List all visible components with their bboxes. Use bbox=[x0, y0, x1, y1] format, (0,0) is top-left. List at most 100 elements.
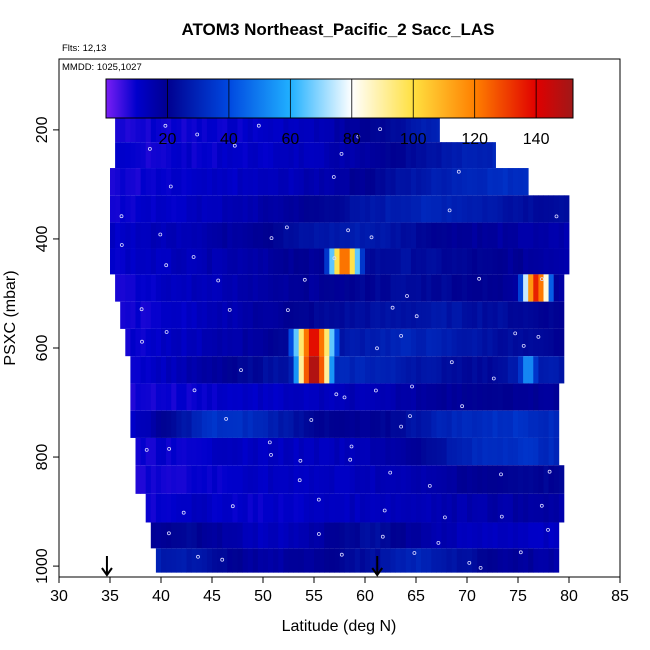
heatmap-cell bbox=[263, 274, 269, 302]
plot-frame bbox=[58, 58, 621, 578]
heatmap-cell bbox=[548, 356, 555, 384]
heatmap-cell bbox=[461, 328, 468, 357]
heatmap-cell bbox=[446, 465, 453, 494]
heatmap-cell bbox=[222, 410, 228, 438]
heatmap-cell bbox=[365, 548, 371, 573]
heatmap-cell bbox=[201, 493, 208, 523]
heatmap-cell bbox=[298, 222, 305, 249]
heatmap-cell bbox=[472, 195, 478, 223]
heatmap-cell bbox=[155, 356, 162, 384]
heatmap-cell bbox=[171, 410, 177, 438]
heatmap-cell bbox=[150, 195, 157, 223]
heatmap-cell bbox=[140, 222, 147, 249]
heatmap-cell bbox=[405, 437, 412, 466]
heatmap-cell bbox=[395, 168, 402, 196]
sample-marker bbox=[388, 470, 393, 475]
heatmap-cell bbox=[370, 548, 376, 573]
heatmap-cell bbox=[293, 328, 300, 357]
heatmap-cell bbox=[314, 248, 320, 275]
heatmap-cell bbox=[472, 301, 478, 329]
sample-marker bbox=[232, 143, 237, 148]
heatmap-cell bbox=[145, 437, 152, 466]
heatmap-cell bbox=[492, 522, 498, 549]
heatmap-cell bbox=[538, 437, 544, 466]
heatmap-cell bbox=[171, 142, 177, 169]
heatmap-cell bbox=[354, 437, 361, 466]
heatmap-cell bbox=[533, 328, 539, 357]
heatmap-cell bbox=[558, 328, 565, 357]
heatmap-cell bbox=[222, 437, 228, 466]
heatmap-cell bbox=[456, 410, 463, 438]
heatmap-cell bbox=[472, 142, 478, 169]
heatmap-cell bbox=[329, 465, 335, 494]
heatmap-cell bbox=[548, 222, 555, 249]
heatmap-cell bbox=[130, 274, 136, 302]
heatmap-cell bbox=[349, 356, 356, 384]
heatmap-cell bbox=[161, 168, 167, 196]
heatmap-cell bbox=[416, 117, 422, 143]
heatmap-cell bbox=[201, 410, 208, 438]
heatmap-cell bbox=[140, 117, 147, 143]
heatmap-cell bbox=[206, 195, 213, 223]
heatmap-cell bbox=[487, 465, 493, 494]
sample-marker bbox=[192, 388, 197, 393]
heatmap-cell bbox=[196, 548, 203, 573]
heatmap-cell bbox=[528, 383, 534, 411]
heatmap-cell bbox=[456, 465, 463, 494]
heatmap-cell bbox=[365, 117, 371, 143]
heatmap-cell bbox=[451, 195, 458, 223]
heatmap-cell bbox=[426, 465, 432, 494]
heatmap-cell bbox=[472, 248, 478, 275]
heatmap-cell bbox=[370, 248, 376, 275]
heatmap-cell bbox=[217, 548, 223, 573]
heatmap-cell bbox=[385, 493, 391, 523]
position-arrows bbox=[101, 556, 384, 577]
heatmap-cell bbox=[273, 328, 279, 357]
heatmap-cell bbox=[395, 301, 402, 329]
heatmap-cell bbox=[273, 117, 279, 143]
heatmap-cell bbox=[206, 328, 213, 357]
heatmap-cell bbox=[135, 356, 141, 384]
heatmap-cell bbox=[222, 548, 228, 573]
heatmap-cell bbox=[314, 356, 320, 384]
heatmap-cell bbox=[354, 222, 361, 249]
heatmap-cell bbox=[400, 301, 407, 329]
heatmap-cell bbox=[370, 222, 376, 249]
heatmap-cell bbox=[548, 248, 555, 275]
heatmap-cell bbox=[334, 117, 340, 143]
heatmap-cell bbox=[278, 117, 284, 143]
heatmap-cell bbox=[268, 493, 274, 523]
heatmap-cell bbox=[502, 356, 509, 384]
heatmap-cell bbox=[278, 248, 284, 275]
heatmap-cell bbox=[155, 493, 162, 523]
heatmap-cell bbox=[431, 328, 437, 357]
heatmap-cell bbox=[548, 493, 555, 523]
heatmap-cell bbox=[512, 465, 519, 494]
heatmap-cell bbox=[502, 522, 509, 549]
heatmap-cell bbox=[518, 383, 524, 411]
heatmap-cell bbox=[349, 274, 356, 302]
sample-marker bbox=[309, 418, 314, 422]
heatmap-cell bbox=[354, 548, 361, 573]
heatmap-cell bbox=[324, 117, 330, 143]
heatmap-cell bbox=[365, 437, 371, 466]
heatmap-cell bbox=[436, 195, 442, 223]
heatmap-cell bbox=[339, 195, 345, 223]
sample-marker bbox=[331, 175, 336, 179]
heatmap-cell bbox=[278, 383, 284, 411]
heatmap-cell bbox=[181, 301, 187, 329]
heatmap-cell bbox=[288, 274, 294, 302]
heatmap-cell bbox=[257, 383, 264, 411]
heatmap-cell bbox=[268, 142, 274, 169]
heatmap-cell bbox=[314, 301, 320, 329]
heatmap-cell bbox=[191, 248, 198, 275]
heatmap-bands bbox=[110, 117, 570, 573]
heatmap-cell bbox=[451, 437, 458, 466]
heatmap-cell bbox=[523, 465, 529, 494]
heatmap-cell bbox=[385, 142, 391, 169]
heatmap-cell bbox=[196, 437, 203, 466]
sample-marker bbox=[346, 228, 351, 233]
heatmap-cell bbox=[436, 168, 442, 196]
heatmap-cell bbox=[431, 117, 437, 143]
heatmap-cell bbox=[303, 222, 310, 249]
